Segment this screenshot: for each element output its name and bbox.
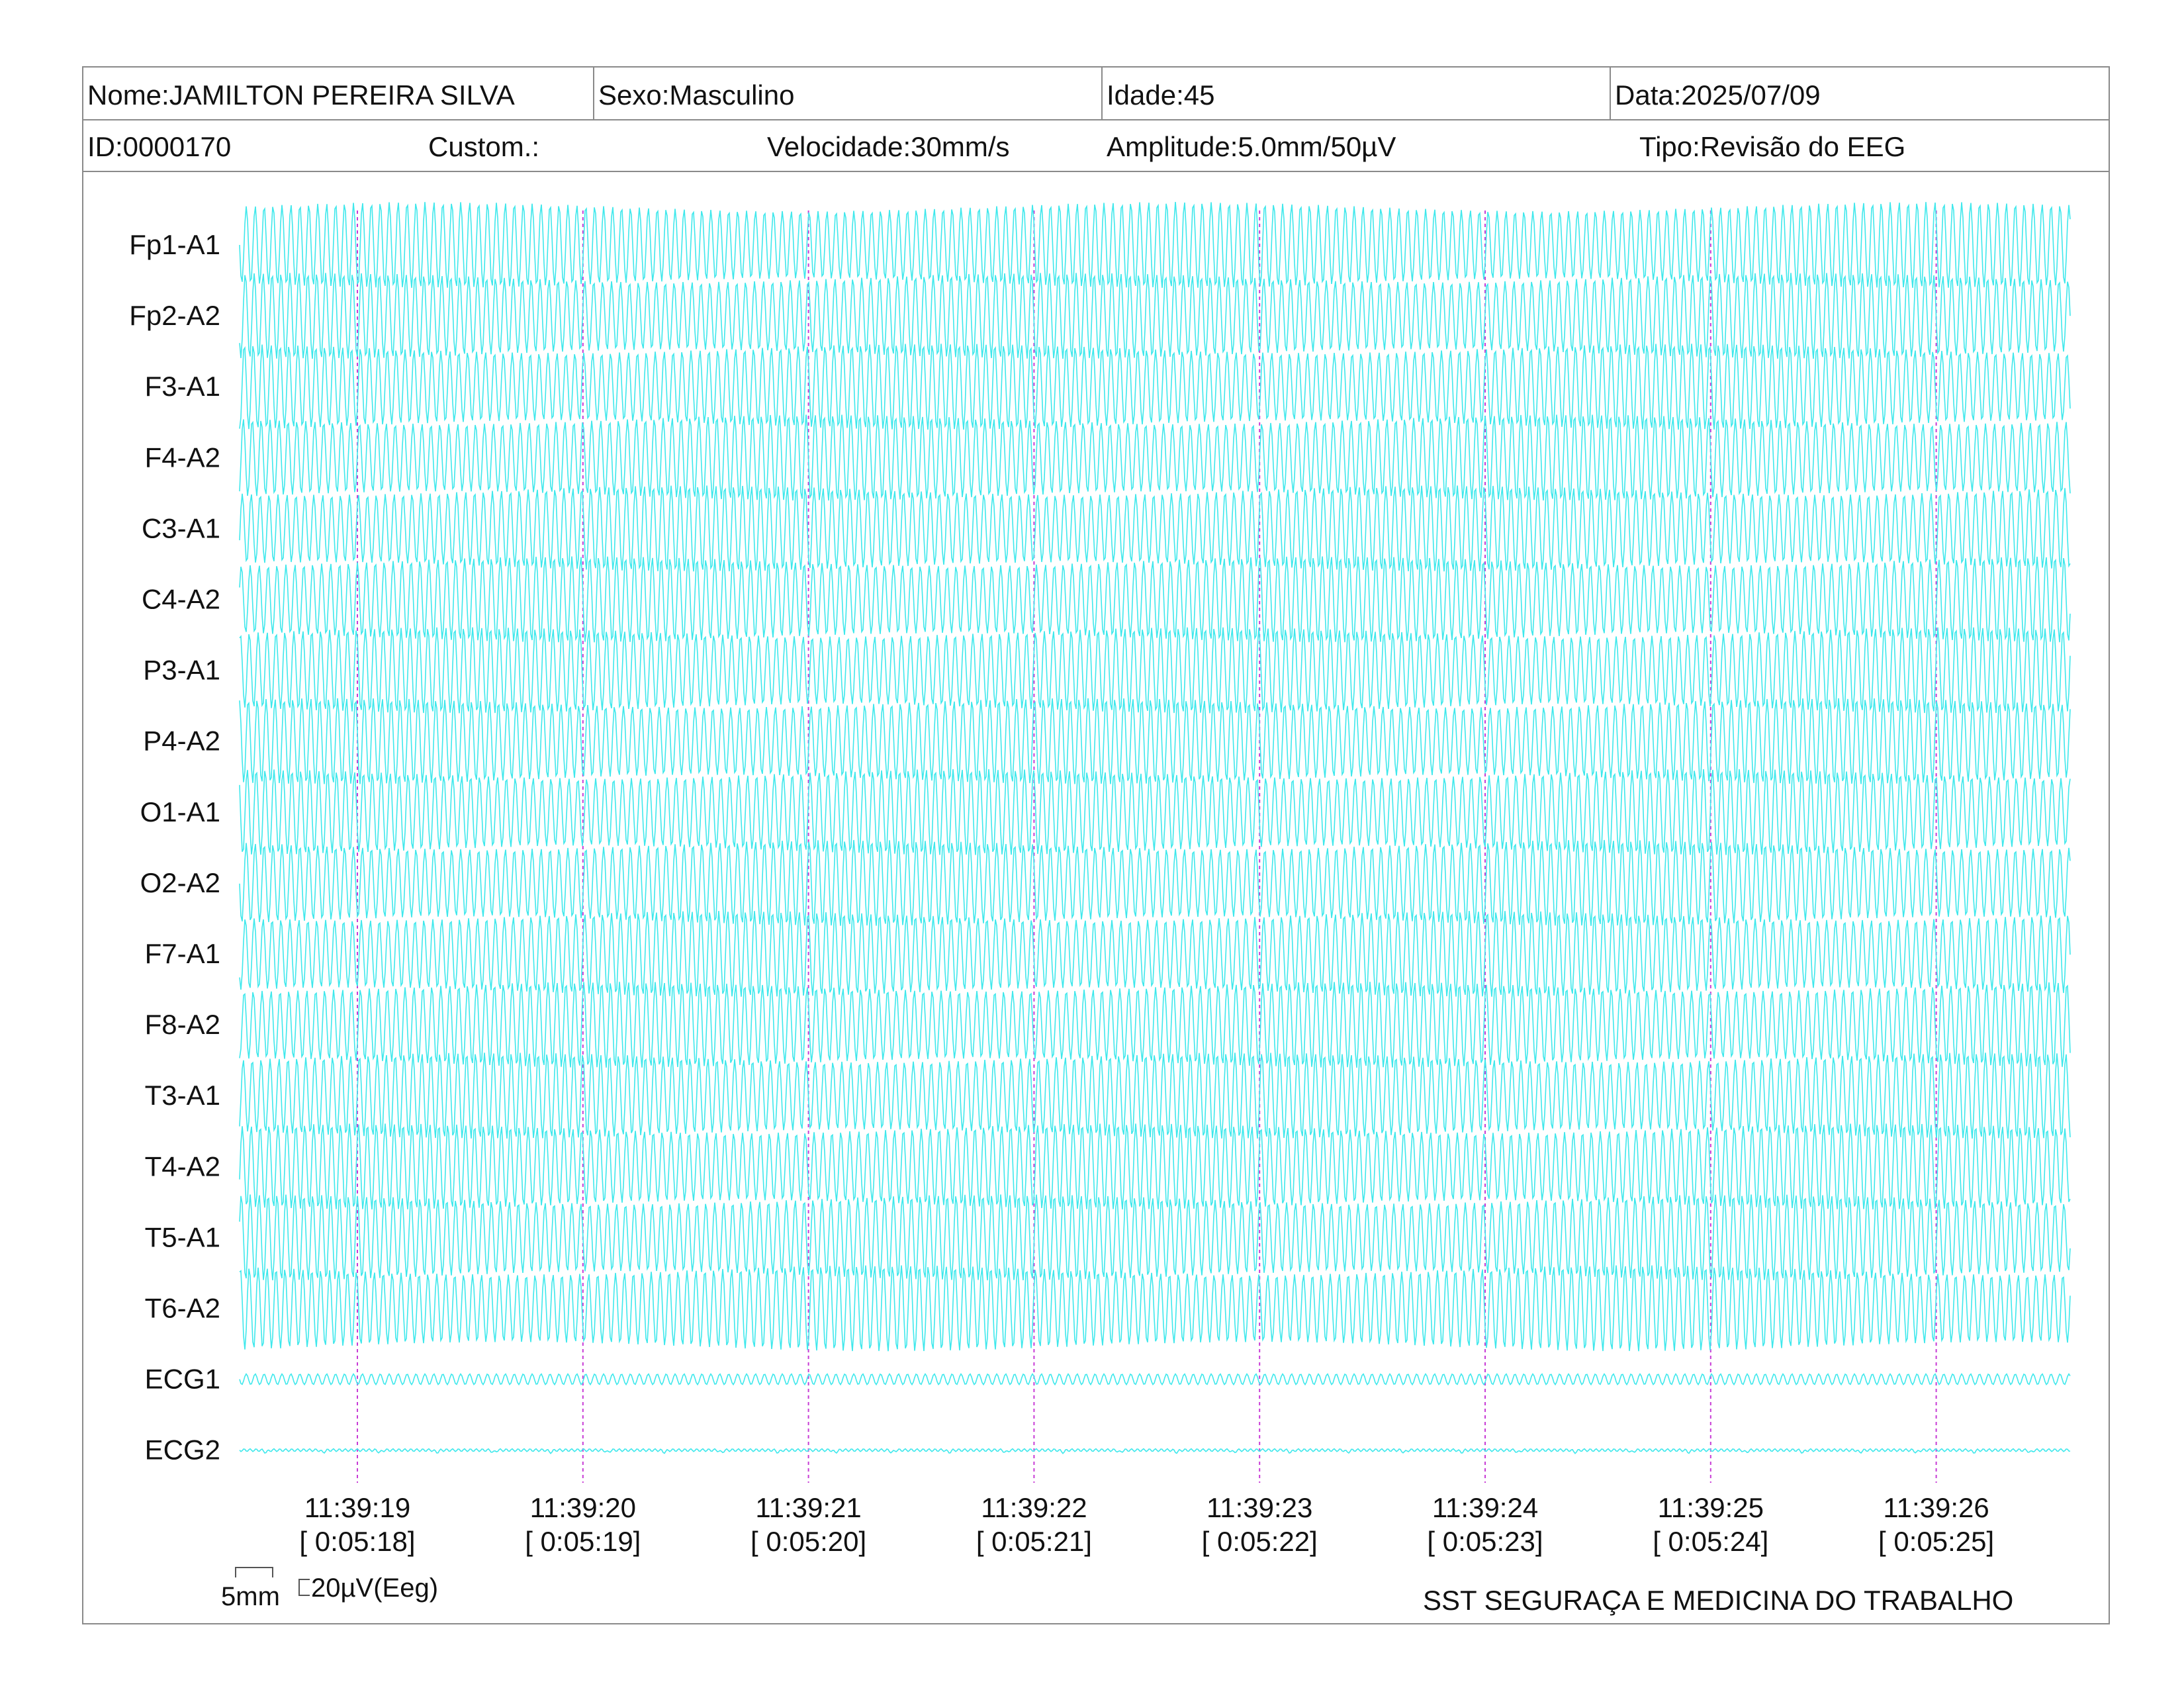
channel-label: T5-A1: [145, 1221, 220, 1252]
trace-f8-a2: [239, 982, 2071, 1068]
trace-o2-a2: [239, 839, 2071, 926]
patient-age: Idade:45: [1103, 68, 1611, 119]
trace-f4-a2: [239, 414, 2071, 501]
time-axis-labels: 11:39:19[ 0:05:18] 11:39:20[ 0:05:19] 11:3…: [299, 1492, 1994, 1557]
amplitude-scale-bracket: [298, 1579, 310, 1596]
relative-time-label: [ 0:05:23]: [1427, 1526, 1543, 1557]
trace-t4-a2: [239, 1123, 2071, 1210]
channel-label: T6-A2: [145, 1293, 220, 1324]
channel-label: F3-A1: [145, 371, 220, 402]
trace-ecg1: [239, 1373, 2071, 1386]
eeg-traces: [239, 202, 2071, 1454]
channel-label: ECG2: [145, 1434, 220, 1466]
relative-time-label: [ 0:05:20]: [751, 1526, 866, 1557]
time-tick-label: 11:39:26: [1883, 1492, 1989, 1523]
time-tick-label: 11:39:19: [304, 1492, 410, 1523]
trace-ecg2: [239, 1448, 2071, 1454]
channel-label: F4-A2: [145, 442, 220, 473]
exam-date: Data:2025/07/09: [1615, 79, 1821, 111]
amplitude-scale-label: 20µV(Eeg): [311, 1573, 438, 1603]
channel-label: F7-A1: [145, 938, 220, 969]
time-tick-label: 11:39:23: [1206, 1492, 1312, 1523]
speed-setting: Velocidade:30mm/s: [767, 131, 1010, 162]
scale-bar: 5mm 20µV(Eeg): [221, 1567, 438, 1611]
time-tick-label: 11:39:22: [981, 1492, 1087, 1523]
time-scale-bracket: [235, 1567, 273, 1577]
patient-id: ID:0000170: [87, 131, 232, 162]
header-row-exam: ID:0000170 Custom.: Velocidade:30mm/s Am…: [83, 119, 2109, 172]
custom-field: Custom.:: [428, 131, 540, 162]
trace-t5-a1: [239, 1194, 2071, 1281]
channel-label: T4-A2: [145, 1150, 220, 1182]
relative-time-label: [ 0:05:19]: [525, 1526, 641, 1557]
relative-time-label: [ 0:05:18]: [299, 1526, 415, 1557]
trace-t6-a2: [239, 1265, 2071, 1352]
channel-label: T3-A1: [145, 1080, 220, 1111]
relative-time-label: [ 0:05:25]: [1878, 1526, 1994, 1557]
organization-name: SST SEGURAÇA E MEDICINA DO TRABALHO: [1423, 1585, 2013, 1616]
trace-p4-a2: [239, 698, 2071, 784]
channel-label: P3-A1: [143, 655, 220, 686]
trace-c3-a1: [239, 485, 2071, 572]
trace-fp2-a2: [239, 273, 2071, 359]
channel-label: O2-A2: [140, 867, 220, 898]
header-row-patient: Nome:JAMILTON PEREIRA SILVA Sexo:Masculi…: [83, 68, 2109, 120]
trace-p3-a1: [239, 627, 2071, 714]
channel-label: C3-A1: [142, 512, 220, 543]
time-tick-label: 11:39:24: [1432, 1492, 1538, 1523]
amplitude-setting: Amplitude:5.0mm/50µV: [1107, 131, 1396, 162]
trace-c4-a2: [239, 556, 2071, 643]
time-tick-label: 11:39:20: [530, 1492, 636, 1523]
channel-label: O1-A1: [140, 796, 220, 827]
trace-o1-a1: [239, 769, 2071, 855]
time-tick-label: 11:39:21: [755, 1492, 861, 1523]
channel-label: P4-A2: [143, 726, 220, 757]
eeg-report-sheet: Nome:JAMILTON PEREIRA SILVA Sexo:Masculi…: [82, 66, 2110, 1624]
relative-time-label: [ 0:05:24]: [1653, 1526, 1768, 1557]
channel-label: F8-A2: [145, 1009, 220, 1040]
channel-label: C4-A2: [142, 584, 220, 615]
patient-name: Nome:JAMILTON PEREIRA SILVA: [83, 68, 594, 119]
exam-type: Tipo:Revisão do EEG: [1639, 131, 1906, 162]
trace-f7-a1: [239, 911, 2071, 997]
channel-label: Fp1-A1: [129, 229, 220, 260]
trace-fp1-a1: [239, 202, 2071, 288]
time-tick-label: 11:39:25: [1658, 1492, 1764, 1523]
trace-t3-a1: [239, 1053, 2071, 1139]
channel-label: Fp2-A2: [129, 300, 220, 331]
channel-label: ECG1: [145, 1364, 220, 1395]
relative-time-label: [ 0:05:21]: [976, 1526, 1092, 1557]
patient-sex: Sexo:Masculino: [594, 68, 1103, 119]
trace-f3-a1: [239, 344, 2071, 430]
time-scale-label: 5mm: [221, 1582, 280, 1611]
relative-time-label: [ 0:05:22]: [1202, 1526, 1318, 1557]
channel-labels: Fp1-A1 Fp2-A2 F3-A1 F4-A2 C3-A1 C4-A2 P3-A1 P4-…: [129, 229, 220, 1466]
